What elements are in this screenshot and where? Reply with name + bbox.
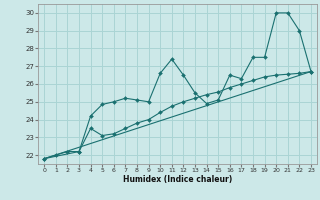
- X-axis label: Humidex (Indice chaleur): Humidex (Indice chaleur): [123, 175, 232, 184]
